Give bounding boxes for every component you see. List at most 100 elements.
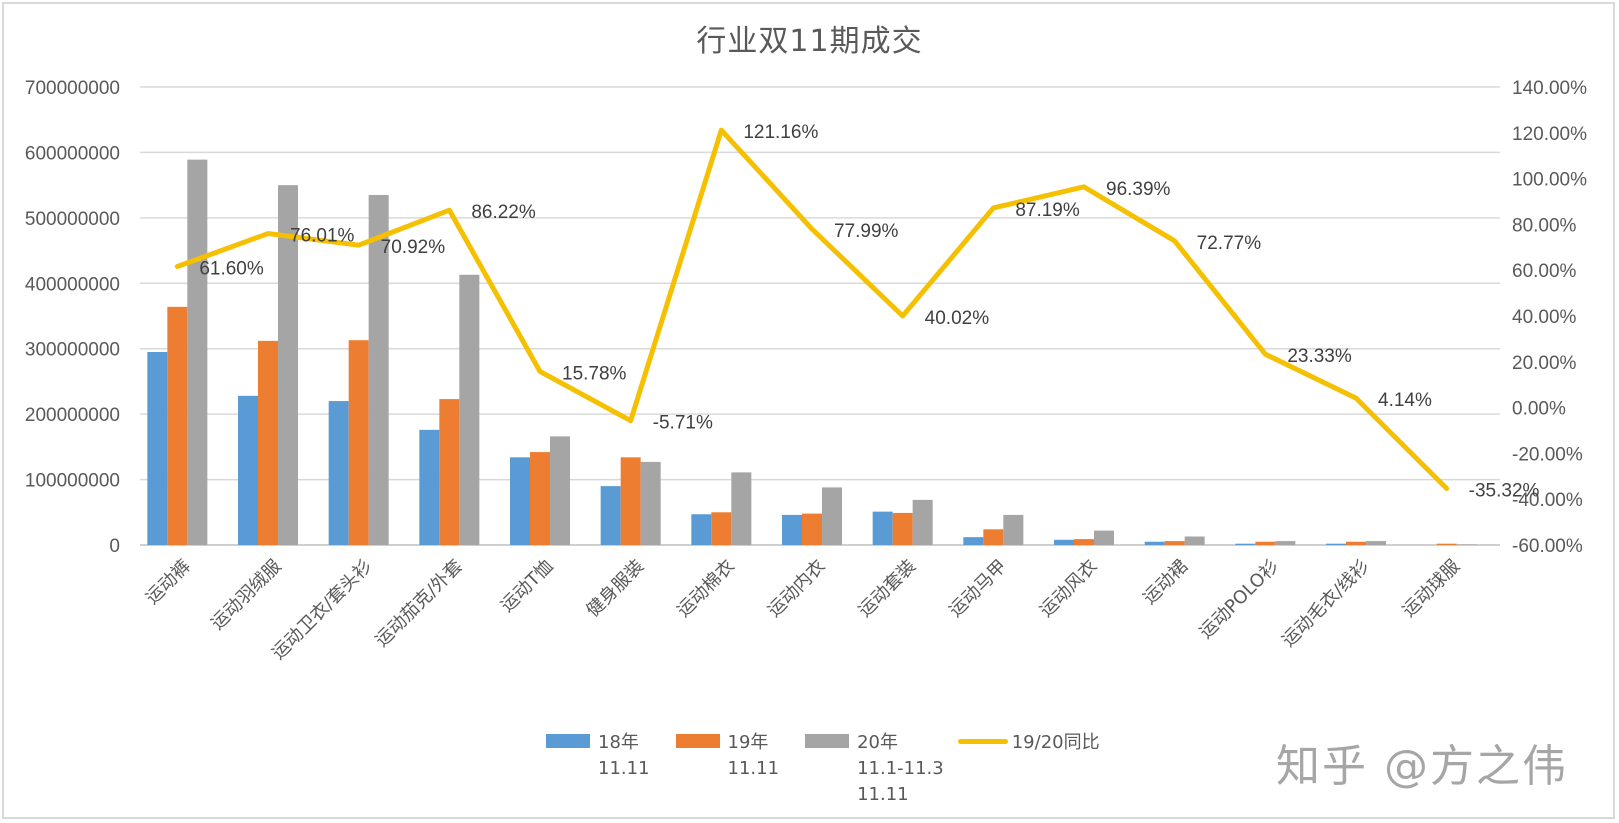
data-label: 96.39% (1106, 179, 1171, 200)
left-axis-tick: 500000000 (25, 209, 120, 230)
right-axis-tick: 120.00% (1512, 124, 1587, 145)
left-axis-tick: 200000000 (25, 405, 120, 426)
bar (1094, 530, 1114, 545)
bar (963, 537, 984, 545)
legend-label: 18年 11.11 (598, 732, 650, 779)
bar (872, 511, 893, 545)
right-axis-tick: -60.00% (1512, 536, 1583, 557)
legend-swatch-20 (805, 734, 850, 748)
chart-title: 行业双11期成交 (696, 24, 923, 59)
bar (510, 457, 530, 545)
bar (167, 306, 188, 545)
bar (1054, 539, 1074, 545)
bar (439, 399, 460, 545)
right-axis-tick: 60.00% (1512, 261, 1577, 282)
right-axis-tick: 100.00% (1512, 170, 1587, 191)
bar (419, 429, 440, 545)
bar (782, 514, 802, 545)
data-label: -35.32% (1469, 480, 1540, 501)
data-label: 15.78% (562, 363, 627, 384)
watermark: 知乎 @方之伟 (1276, 741, 1568, 792)
bar (550, 436, 570, 545)
bar (328, 401, 349, 545)
bar (822, 487, 842, 545)
bar (278, 185, 298, 545)
bar (1074, 539, 1094, 545)
category-label: 运动内衣 (764, 556, 830, 622)
legend-swatch-19 (675, 734, 720, 748)
yoy-line (174, 127, 1450, 491)
data-label: 70.92% (381, 237, 446, 258)
bar (802, 513, 822, 545)
category-label: 运动马甲 (945, 556, 1011, 622)
bar (983, 529, 1004, 545)
category-label: 运动T恤 (497, 556, 558, 617)
category-label: 运动球服 (1398, 556, 1464, 622)
data-label: 77.99% (834, 221, 899, 242)
right-axis-tick: -20.00% (1512, 444, 1583, 465)
legend-label: 19年 11.11 (727, 732, 780, 779)
legend-item-20[interactable]: 20年 11.1-11.3 11.11 (805, 730, 944, 808)
bar (368, 194, 389, 545)
bar (1003, 514, 1024, 545)
category-label: 运动毛衣/线衫 (1278, 556, 1374, 652)
left-axis-tick: 100000000 (25, 471, 120, 492)
category-label: 运动套装 (854, 556, 920, 622)
right-axis-tick: 20.00% (1512, 353, 1577, 374)
bar (348, 340, 369, 545)
bar (1255, 541, 1276, 545)
bar (731, 472, 752, 545)
bar (711, 512, 732, 545)
right-axis-tick: -40.00% (1512, 490, 1583, 511)
category-label: 健身服装 (582, 556, 648, 622)
bar (620, 457, 641, 545)
category-label: 运动卫衣/套头衫 (268, 556, 376, 664)
bar (1164, 541, 1185, 545)
left-axis-tick: 300000000 (25, 340, 120, 361)
category-label: 运动裤 (142, 556, 195, 609)
legend-item-yoy[interactable]: 19/20同比 (957, 730, 1100, 808)
bar (640, 461, 661, 545)
right-axis-tick: 40.00% (1512, 307, 1577, 328)
category-label: 运动POLO衫 (1195, 556, 1282, 643)
legend-item-18[interactable]: 18年 11.11 (546, 730, 650, 808)
bar (912, 499, 933, 545)
bar (1346, 541, 1366, 545)
bar (691, 514, 712, 545)
bar (600, 486, 621, 545)
bar (147, 351, 168, 545)
category-label: 运动裙 (1139, 556, 1192, 609)
data-label: 72.77% (1197, 233, 1262, 254)
legend-item-19[interactable]: 19年 11.11 (675, 730, 780, 808)
data-label: -5.71% (653, 413, 713, 434)
data-label: 23.33% (1287, 346, 1352, 367)
legend: 18年 11.11 19年 11.11 20年 11.1-11.3 11.11 … (546, 730, 1114, 808)
right-axis-tick: 140.00% (1512, 78, 1587, 99)
bar (238, 395, 258, 545)
bar (1456, 544, 1477, 545)
left-axis-tick: 600000000 (25, 143, 120, 164)
data-label: 87.19% (1015, 200, 1080, 221)
data-label: 61.60% (199, 259, 264, 280)
left-axis-tick: 400000000 (25, 274, 120, 295)
left-axis-tick: 0 (109, 536, 120, 557)
category-label: 运动风衣 (1036, 556, 1102, 622)
legend-label: 20年 11.1-11.3 11.11 (857, 732, 944, 805)
category-label: 运动羽绒服 (207, 556, 285, 634)
bar (1144, 541, 1165, 545)
right-axis-tick: 80.00% (1512, 215, 1577, 236)
data-label: 4.14% (1378, 390, 1432, 411)
legend-label: 19/20同比 (1011, 732, 1100, 753)
bar (1436, 543, 1457, 545)
data-label: 121.16% (743, 122, 818, 143)
category-label: 运动棉衣 (673, 556, 739, 622)
right-axis-tick: 0.00% (1512, 399, 1566, 420)
legend-line-yoy (957, 739, 1008, 744)
bar (459, 274, 480, 545)
data-label: 40.02% (925, 308, 990, 329)
left-axis-tick: 700000000 (25, 78, 120, 99)
bar (1275, 541, 1296, 545)
bar (1184, 536, 1205, 545)
bar (187, 159, 208, 545)
